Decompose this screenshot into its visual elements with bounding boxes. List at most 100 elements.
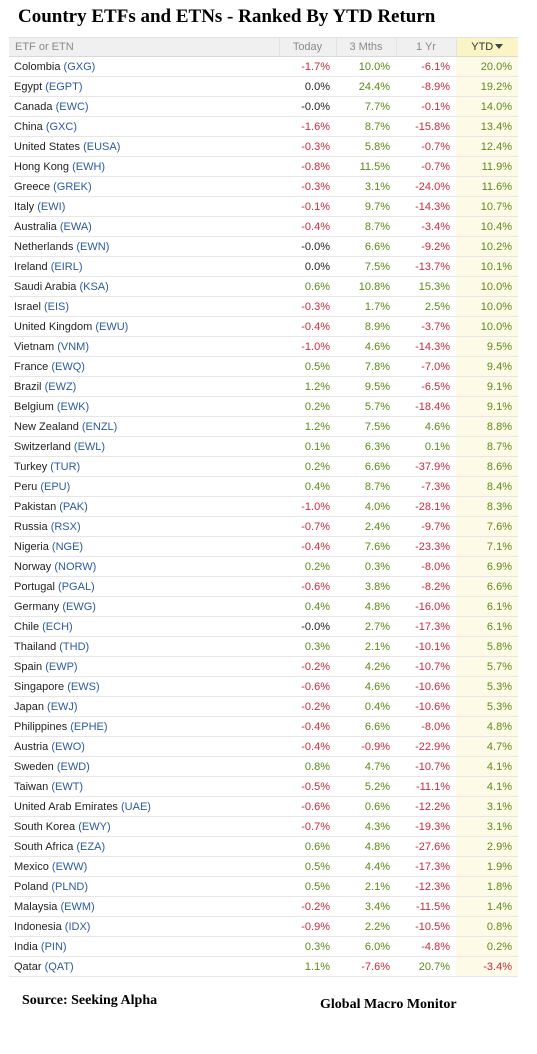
- table-row[interactable]: Spain (EWP) -0.2% 4.2% -10.7% 5.7%: [9, 656, 518, 677]
- ticker-link[interactable]: (ECH): [42, 620, 73, 633]
- ticker-link[interactable]: (EWO): [51, 740, 85, 753]
- table-row[interactable]: United Arab Emirates (UAE) -0.6% 0.6% -12.2…: [9, 796, 518, 817]
- table-row[interactable]: Brazil (EWZ) 1.2% 9.5% -6.5% 9.1%: [9, 376, 518, 397]
- column-header-3-months[interactable]: 3 Mths: [335, 37, 396, 57]
- ticker-link[interactable]: (EWZ): [44, 380, 77, 393]
- ticker-link[interactable]: (PGAL): [58, 580, 95, 593]
- table-row[interactable]: Saudi Arabia (KSA) 0.6% 10.8% 15.3% 10.0%: [9, 276, 518, 297]
- ticker-link[interactable]: (NGE): [51, 540, 84, 553]
- ticker-link[interactable]: (EUSA): [83, 140, 121, 153]
- table-row[interactable]: Turkey (TUR) 0.2% 6.6% -37.9% 8.6%: [9, 456, 518, 477]
- table-row[interactable]: Israel (EIS) -0.3% 1.7% 2.5% 10.0%: [9, 296, 518, 317]
- ticker-link[interactable]: (PIN): [40, 940, 67, 953]
- ticker-link[interactable]: (EWT): [51, 780, 84, 793]
- table-row[interactable]: Peru (EPU) 0.4% 8.7% -7.3% 8.4%: [9, 476, 518, 497]
- table-row[interactable]: Ireland (EIRL) 0.0% 7.5% -13.7% 10.1%: [9, 256, 518, 277]
- ticker-link[interactable]: (TUR): [50, 460, 81, 473]
- table-row[interactable]: Mexico (EWW) 0.5% 4.4% -17.3% 1.9%: [9, 856, 518, 877]
- table-row[interactable]: Switzerland (EWL) 0.1% 6.3% 0.1% 8.7%: [9, 436, 518, 457]
- ticker-link[interactable]: (EWI): [37, 200, 66, 213]
- ticker-link[interactable]: (THD): [59, 640, 90, 653]
- table-row[interactable]: Germany (EWG) 0.4% 4.8% -16.0% 6.1%: [9, 596, 518, 617]
- ticker-link[interactable]: (EWU): [95, 320, 129, 333]
- column-header-etf[interactable]: ETF or ETN: [9, 37, 279, 57]
- ticker-link[interactable]: (EPU): [40, 480, 71, 493]
- ticker-link[interactable]: (QAT): [44, 960, 74, 973]
- table-row[interactable]: South Korea (EWY) -0.7% 4.3% -19.3% 3.1%: [9, 816, 518, 837]
- table-row[interactable]: Colombia (GXG) -1.7% 10.0% -6.1% 20.0%: [9, 56, 518, 77]
- table-row[interactable]: France (EWQ) 0.5% 7.8% -7.0% 9.4%: [9, 356, 518, 377]
- ticker-link[interactable]: (VNM): [57, 340, 89, 353]
- ticker-link[interactable]: (RSX): [50, 520, 81, 533]
- table-row[interactable]: Singapore (EWS) -0.6% 4.6% -10.6% 5.3%: [9, 676, 518, 697]
- table-row[interactable]: Italy (EWI) -0.1% 9.7% -14.3% 10.7%: [9, 196, 518, 217]
- ticker-link[interactable]: (EWJ): [47, 700, 78, 713]
- table-row[interactable]: China (GXC) -1.6% 8.7% -15.8% 13.4%: [9, 116, 518, 137]
- ticker-link[interactable]: (EWL): [73, 440, 106, 453]
- one-year-return-cell: -17.3%: [396, 856, 456, 877]
- ticker-link[interactable]: (EIS): [43, 300, 70, 313]
- ticker-link[interactable]: (GREK): [53, 180, 92, 193]
- ticker-link[interactable]: (EIRL): [50, 260, 83, 273]
- ticker-link[interactable]: (EWK): [56, 400, 90, 413]
- table-row[interactable]: Qatar (QAT) 1.1% -7.6% 20.7% -3.4%: [9, 956, 518, 977]
- table-row[interactable]: Norway (NORW) 0.2% 0.3% -8.0% 6.9%: [9, 556, 518, 577]
- table-row[interactable]: Austria (EWO) -0.4% -0.9% -22.9% 4.7%: [9, 736, 518, 757]
- table-row[interactable]: Belgium (EWK) 0.2% 5.7% -18.4% 9.1%: [9, 396, 518, 417]
- column-header-today[interactable]: Today: [278, 37, 336, 57]
- table-row[interactable]: Chile (ECH) -0.0% 2.7% -17.3% 6.1%: [9, 616, 518, 637]
- table-row[interactable]: Poland (PLND) 0.5% 2.1% -12.3% 1.8%: [9, 876, 518, 897]
- ticker-link[interactable]: (EWP): [45, 660, 78, 673]
- ticker-link[interactable]: (EWG): [62, 600, 96, 613]
- ticker-link[interactable]: (EWN): [76, 240, 110, 253]
- table-row[interactable]: Russia (RSX) -0.7% 2.4% -9.7% 7.6%: [9, 516, 518, 537]
- ticker-link[interactable]: (GXC): [45, 120, 77, 133]
- table-row[interactable]: South Africa (EZA) 0.6% 4.8% -27.6% 2.9%: [9, 836, 518, 857]
- column-header-1-year[interactable]: 1 Yr: [395, 37, 456, 57]
- ticker-link[interactable]: (EWS): [67, 680, 100, 693]
- table-row[interactable]: United States (EUSA) -0.3% 5.8% -0.7% 12.4%: [9, 136, 518, 157]
- ticker-link[interactable]: (EPHE): [70, 720, 108, 733]
- ticker-link[interactable]: (ENZL): [81, 420, 118, 433]
- table-row[interactable]: Portugal (PGAL) -0.6% 3.8% -8.2% 6.6%: [9, 576, 518, 597]
- table-row[interactable]: New Zealand (ENZL) 1.2% 7.5% 4.6% 8.8%: [9, 416, 518, 437]
- ticker-link[interactable]: (EWH): [72, 160, 106, 173]
- table-row[interactable]: Malaysia (EWM) -0.2% 3.4% -11.5% 1.4%: [9, 896, 518, 917]
- ticker-link[interactable]: (EGPT): [45, 80, 83, 93]
- table-row[interactable]: Australia (EWA) -0.4% 8.7% -3.4% 10.4%: [9, 216, 518, 237]
- ticker-link[interactable]: (EWQ): [51, 360, 85, 373]
- table-row[interactable]: Philippines (EPHE) -0.4% 6.6% -8.0% 4.8%: [9, 716, 518, 737]
- ticker-link[interactable]: (PLND): [51, 880, 88, 893]
- table-row[interactable]: Indonesia (IDX) -0.9% 2.2% -10.5% 0.8%: [9, 916, 518, 937]
- table-row[interactable]: Nigeria (NGE) -0.4% 7.6% -23.3% 7.1%: [9, 536, 518, 557]
- table-row[interactable]: Taiwan (EWT) -0.5% 5.2% -11.1% 4.1%: [9, 776, 518, 797]
- ticker-link[interactable]: (GXG): [63, 60, 96, 73]
- table-row[interactable]: Greece (GREK) -0.3% 3.1% -24.0% 11.6%: [9, 176, 518, 197]
- ticker-link[interactable]: (EZA): [76, 840, 106, 853]
- table-row[interactable]: Egypt (EGPT) 0.0% 24.4% -8.9% 19.2%: [9, 76, 518, 97]
- ticker-link[interactable]: (NORW): [54, 560, 97, 573]
- table-row[interactable]: Canada (EWC) -0.0% 7.7% -0.1% 14.0%: [9, 96, 518, 117]
- ticker-link[interactable]: (EWA): [59, 220, 92, 233]
- table-row[interactable]: Thailand (THD) 0.3% 2.1% -10.1% 5.8%: [9, 636, 518, 657]
- table-row[interactable]: Vietnam (VNM) -1.0% 4.6% -14.3% 9.5%: [9, 336, 518, 357]
- three-month-return-cell: 4.0%: [336, 496, 396, 517]
- etf-name-cell: Japan (EWJ): [9, 696, 279, 717]
- table-row[interactable]: Sweden (EWD) 0.8% 4.7% -10.7% 4.1%: [9, 756, 518, 777]
- ticker-link[interactable]: (UAE): [121, 800, 151, 813]
- ticker-link[interactable]: (PAK): [59, 500, 88, 513]
- ticker-link[interactable]: (EWM): [60, 900, 95, 913]
- table-row[interactable]: Pakistan (PAK) -1.0% 4.0% -28.1% 8.3%: [9, 496, 518, 517]
- ticker-link[interactable]: (EWD): [56, 760, 90, 773]
- table-row[interactable]: United Kingdom (EWU) -0.4% 8.9% -3.7% 10.0%: [9, 316, 518, 337]
- ticker-link[interactable]: (KSA): [79, 280, 109, 293]
- column-header-ytd[interactable]: YTD: [455, 37, 518, 57]
- ticker-link[interactable]: (IDX): [64, 920, 91, 933]
- ticker-link[interactable]: (EWW): [51, 860, 88, 873]
- table-row[interactable]: Netherlands (EWN) -0.0% 6.6% -9.2% 10.2%: [9, 236, 518, 257]
- table-row[interactable]: Japan (EWJ) -0.2% 0.4% -10.6% 5.3%: [9, 696, 518, 717]
- ticker-link[interactable]: (EWY): [78, 820, 111, 833]
- ticker-link[interactable]: (EWC): [55, 100, 89, 113]
- table-row[interactable]: Hong Kong (EWH) -0.8% 11.5% -0.7% 11.9%: [9, 156, 518, 177]
- table-row[interactable]: India (PIN) 0.3% 6.0% -4.8% 0.2%: [9, 936, 518, 957]
